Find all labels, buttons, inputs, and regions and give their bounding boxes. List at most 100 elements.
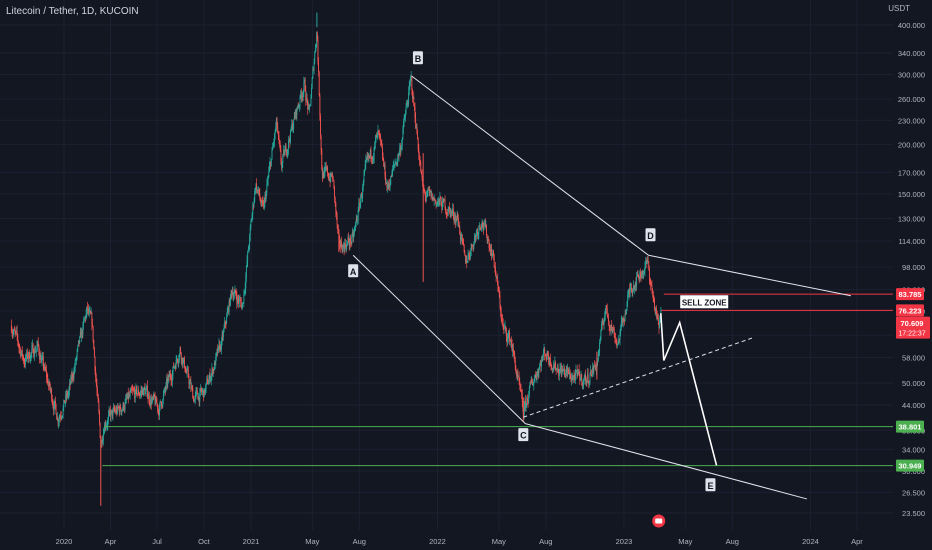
candle-body bbox=[390, 176, 392, 178]
candle-body bbox=[513, 351, 515, 353]
candle-body bbox=[501, 319, 503, 320]
candle bbox=[77, 340, 79, 346]
time-tick-label: 2022 bbox=[429, 537, 446, 546]
candle bbox=[597, 357, 599, 367]
candle bbox=[441, 201, 443, 214]
wave-label-bg bbox=[705, 478, 716, 492]
candle bbox=[244, 282, 246, 296]
candle bbox=[475, 234, 477, 243]
candle-body bbox=[511, 344, 513, 352]
candle bbox=[186, 365, 188, 378]
candle-body bbox=[502, 321, 504, 328]
candle-body bbox=[229, 294, 231, 306]
candle-body bbox=[145, 389, 147, 393]
candle bbox=[355, 214, 357, 228]
candle-body bbox=[251, 219, 252, 222]
candle-body bbox=[280, 150, 282, 162]
candle-body bbox=[237, 298, 238, 304]
candle bbox=[152, 395, 153, 404]
candle bbox=[91, 311, 93, 331]
candle-body bbox=[326, 167, 328, 169]
candle-body bbox=[267, 180, 268, 185]
candle bbox=[147, 392, 149, 404]
candle-body bbox=[631, 287, 632, 292]
candle-body bbox=[585, 374, 586, 382]
candle bbox=[393, 159, 395, 172]
candle bbox=[319, 92, 321, 121]
candle-body bbox=[305, 97, 307, 101]
candle-body bbox=[468, 253, 470, 257]
candle bbox=[306, 93, 308, 106]
candle bbox=[446, 211, 448, 220]
candle bbox=[173, 365, 175, 370]
wave-label-text: D bbox=[647, 231, 654, 241]
candle bbox=[379, 133, 381, 141]
candle bbox=[189, 379, 191, 390]
candle bbox=[614, 332, 616, 344]
candle bbox=[599, 336, 601, 345]
candle bbox=[482, 220, 484, 229]
candle-body bbox=[410, 76, 411, 82]
candle bbox=[478, 225, 480, 240]
candle-body bbox=[446, 212, 448, 215]
candle bbox=[277, 122, 279, 134]
candle bbox=[560, 362, 562, 378]
candle-body bbox=[83, 320, 84, 326]
candle-body bbox=[74, 360, 76, 369]
candle bbox=[218, 338, 220, 351]
candle-body bbox=[11, 331, 13, 334]
candle bbox=[99, 409, 100, 426]
candle bbox=[463, 244, 465, 254]
candle bbox=[198, 396, 200, 407]
candle bbox=[528, 390, 530, 404]
candle-body bbox=[203, 389, 205, 398]
candle bbox=[21, 349, 23, 357]
candle-body bbox=[203, 389, 205, 398]
price-tick-label: 34.000 bbox=[902, 445, 925, 454]
candle bbox=[148, 391, 150, 406]
candle-body bbox=[22, 355, 24, 357]
candle-body bbox=[310, 98, 312, 105]
candle-body bbox=[592, 367, 594, 376]
candle-body bbox=[118, 407, 120, 408]
candle bbox=[507, 333, 509, 346]
candle-body bbox=[176, 358, 178, 361]
candle-body bbox=[431, 193, 433, 201]
candle-body bbox=[500, 311, 502, 320]
candle-body bbox=[375, 135, 377, 140]
candle-body bbox=[33, 352, 35, 358]
candle bbox=[549, 353, 551, 367]
candle-body bbox=[355, 222, 357, 227]
candle bbox=[195, 387, 197, 400]
candle bbox=[356, 215, 358, 223]
candle-body bbox=[611, 328, 613, 333]
candle bbox=[601, 320, 602, 332]
candle-body bbox=[600, 330, 602, 340]
candle bbox=[345, 244, 347, 254]
candle-body bbox=[640, 275, 642, 278]
candle bbox=[251, 212, 253, 223]
candle bbox=[275, 121, 277, 133]
candle-body bbox=[247, 248, 249, 252]
candle bbox=[565, 369, 567, 379]
candle bbox=[467, 249, 469, 264]
candle-body bbox=[170, 376, 172, 381]
candle-body bbox=[147, 395, 149, 399]
candle bbox=[309, 104, 311, 113]
candle-body bbox=[433, 198, 435, 201]
candle-body bbox=[233, 297, 235, 299]
candle-body bbox=[536, 374, 538, 380]
candle bbox=[380, 140, 382, 146]
candle bbox=[208, 375, 210, 385]
candle-body bbox=[452, 208, 454, 212]
candle-body bbox=[637, 273, 639, 275]
candle bbox=[364, 169, 366, 176]
time-tick-label: Aug bbox=[353, 537, 366, 546]
candle-body bbox=[272, 143, 274, 147]
candle-body bbox=[521, 393, 523, 404]
candle bbox=[536, 370, 538, 384]
candle bbox=[528, 385, 530, 399]
candle bbox=[97, 387, 99, 399]
